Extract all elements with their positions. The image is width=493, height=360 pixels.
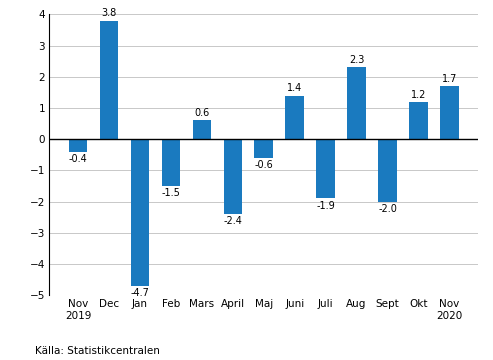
Text: -4.7: -4.7 — [131, 288, 149, 298]
Bar — [285, 95, 304, 139]
Bar — [440, 86, 458, 139]
Text: Källa: Statistikcentralen: Källa: Statistikcentralen — [35, 346, 159, 356]
Bar — [69, 139, 87, 152]
Text: 1.2: 1.2 — [411, 90, 426, 100]
Bar — [317, 139, 335, 198]
Bar — [409, 102, 428, 139]
Text: -1.5: -1.5 — [162, 188, 180, 198]
Bar — [223, 139, 242, 214]
Text: 1.4: 1.4 — [287, 83, 302, 93]
Bar — [100, 21, 118, 139]
Text: 2.3: 2.3 — [349, 55, 364, 65]
Bar — [162, 139, 180, 186]
Text: 1.7: 1.7 — [442, 74, 457, 84]
Text: -0.4: -0.4 — [69, 154, 87, 164]
Text: -1.9: -1.9 — [317, 201, 335, 211]
Text: -0.6: -0.6 — [254, 160, 273, 170]
Bar — [254, 139, 273, 158]
Bar — [378, 139, 397, 202]
Bar — [131, 139, 149, 286]
Text: 3.8: 3.8 — [102, 8, 117, 18]
Text: 0.6: 0.6 — [194, 108, 210, 118]
Bar — [193, 121, 211, 139]
Bar — [347, 67, 366, 139]
Text: -2.0: -2.0 — [378, 204, 397, 214]
Text: -2.4: -2.4 — [223, 216, 242, 226]
